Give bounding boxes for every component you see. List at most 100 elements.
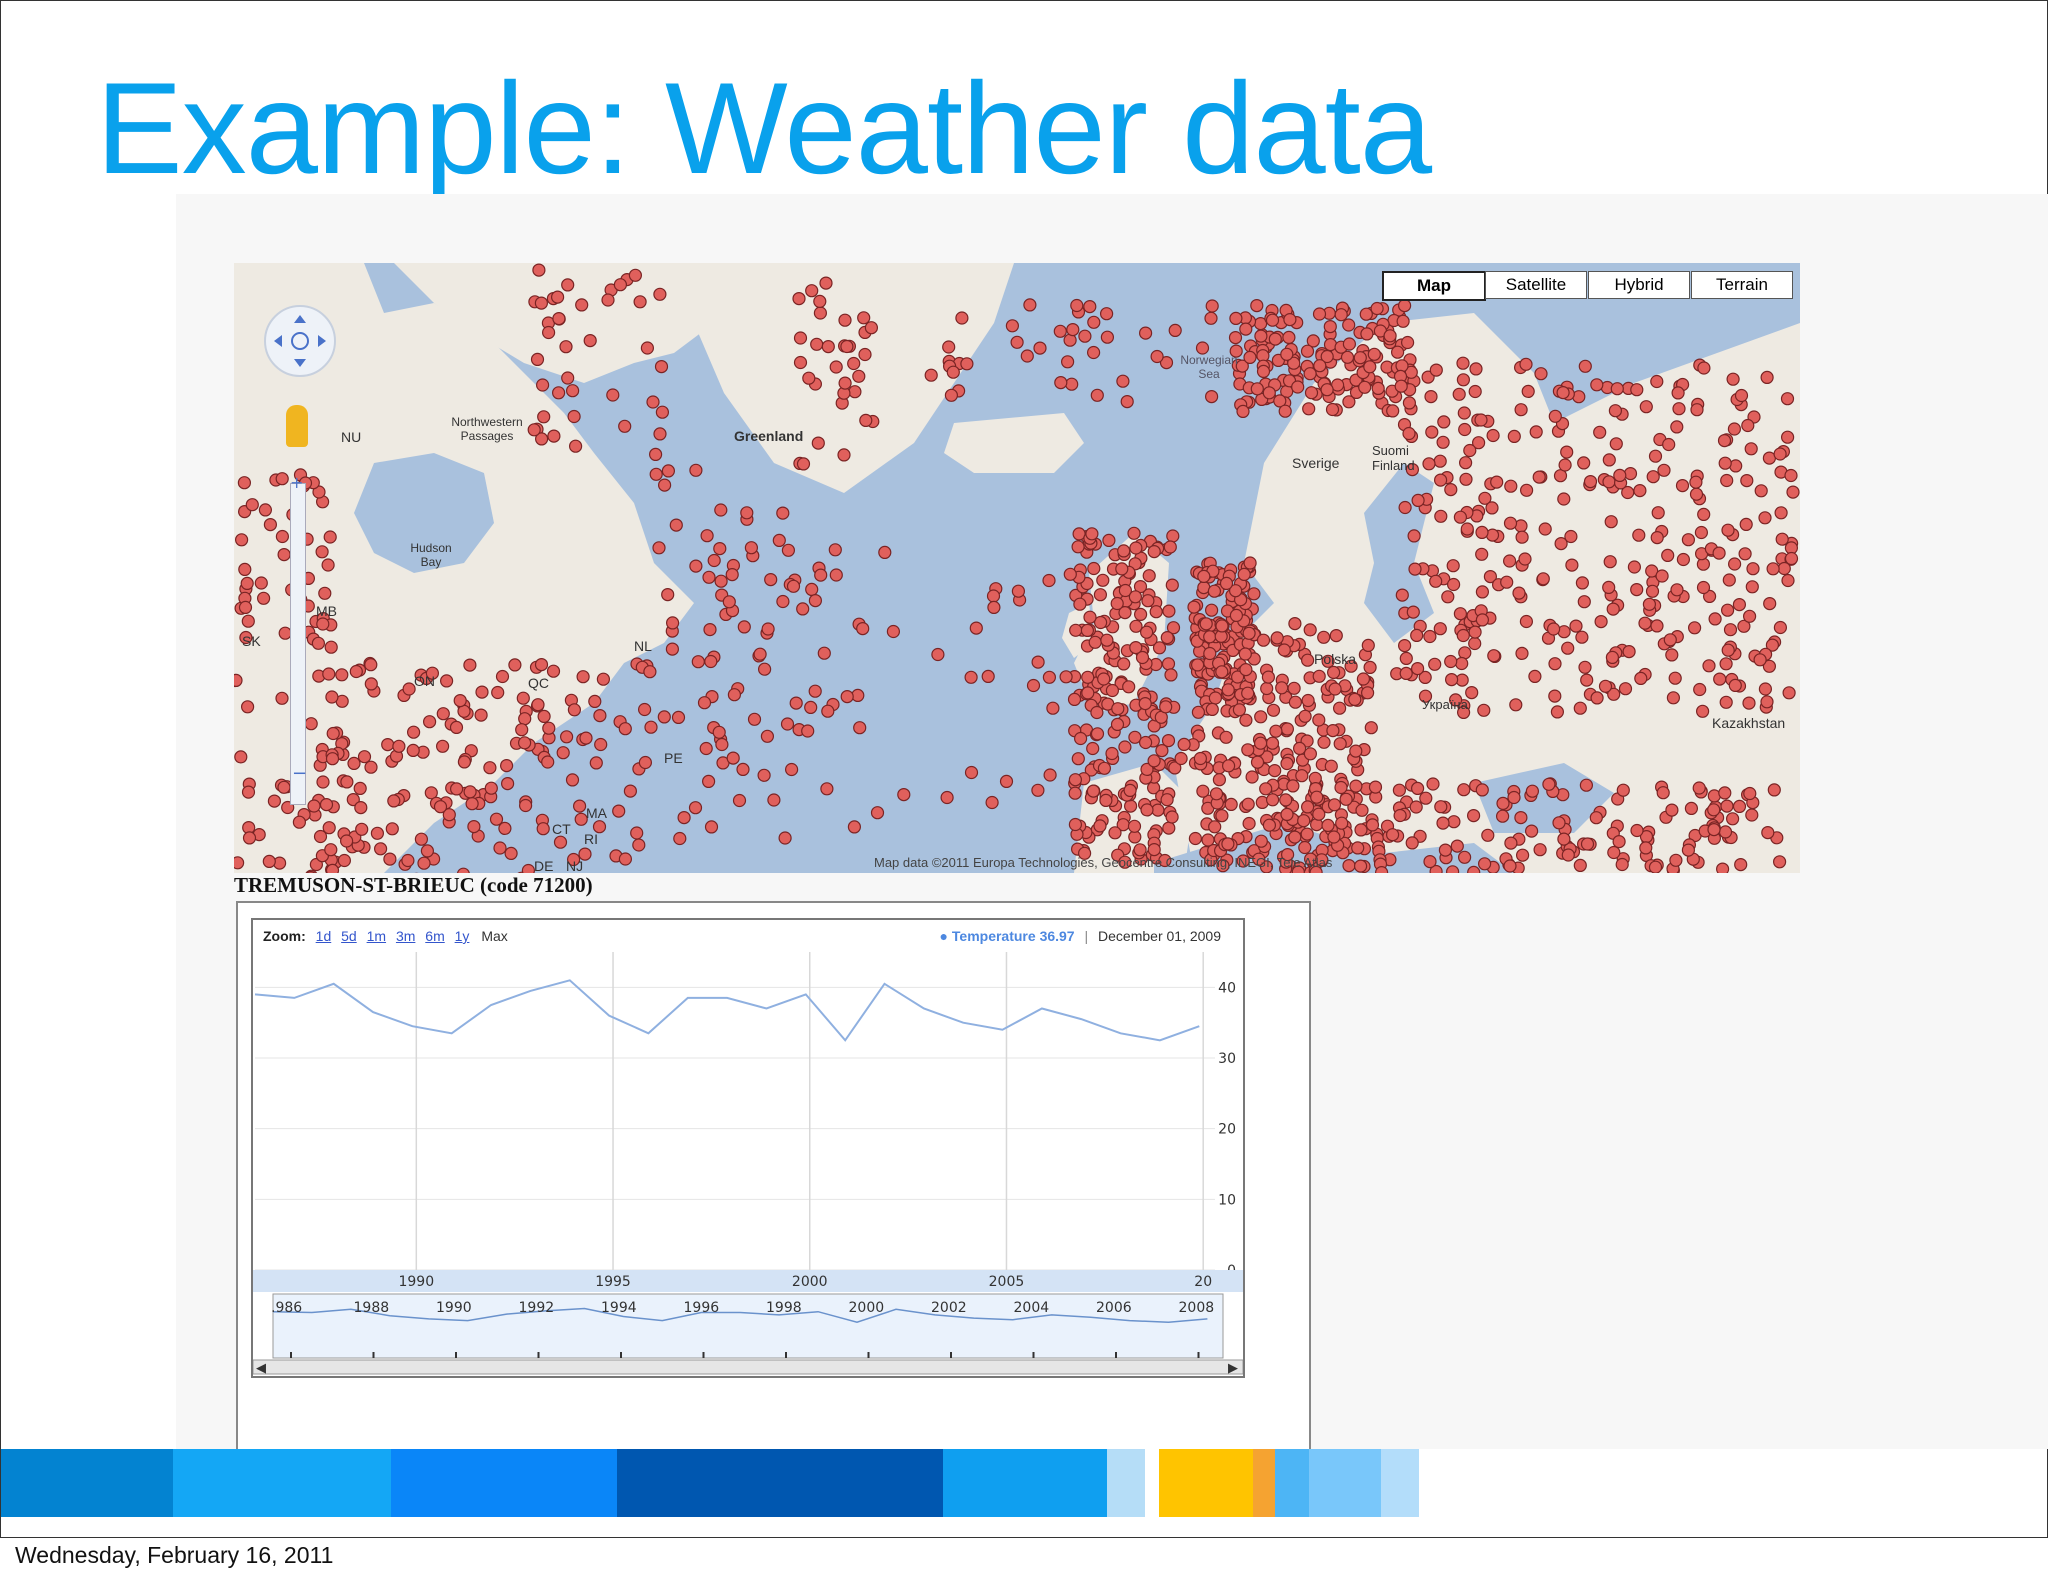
station-marker[interactable]	[1727, 422, 1742, 436]
station-marker[interactable]	[1239, 322, 1253, 336]
station-marker[interactable]	[1324, 759, 1338, 773]
station-marker[interactable]	[588, 694, 602, 708]
station-marker[interactable]	[578, 847, 592, 861]
station-marker[interactable]	[1684, 801, 1699, 816]
station-marker[interactable]	[1066, 322, 1080, 337]
station-marker[interactable]	[335, 668, 349, 682]
station-marker[interactable]	[1353, 859, 1368, 873]
station-marker[interactable]	[1280, 756, 1294, 771]
station-marker[interactable]	[1363, 660, 1377, 674]
station-marker[interactable]	[1754, 484, 1768, 498]
station-marker[interactable]	[1665, 803, 1679, 817]
station-marker[interactable]	[1780, 392, 1795, 406]
station-marker[interactable]	[1083, 299, 1097, 314]
station-marker[interactable]	[1068, 773, 1083, 787]
station-marker[interactable]	[1396, 314, 1410, 328]
station-marker[interactable]	[1721, 523, 1735, 537]
station-marker[interactable]	[736, 762, 750, 776]
station-marker[interactable]	[1548, 657, 1562, 671]
station-marker[interactable]	[467, 819, 481, 834]
station-marker[interactable]	[1344, 659, 1358, 673]
station-marker[interactable]	[537, 709, 551, 723]
station-marker[interactable]	[1410, 781, 1425, 796]
station-marker[interactable]	[1386, 404, 1400, 418]
station-marker[interactable]	[808, 684, 822, 698]
station-marker[interactable]	[1069, 623, 1083, 637]
station-marker[interactable]	[722, 595, 736, 609]
station-marker[interactable]	[267, 794, 282, 808]
station-marker[interactable]	[1444, 654, 1458, 669]
station-marker[interactable]	[1342, 395, 1356, 409]
station-marker[interactable]	[552, 386, 566, 400]
station-marker[interactable]	[1204, 390, 1219, 404]
station-marker[interactable]	[772, 533, 786, 547]
station-marker[interactable]	[322, 667, 336, 681]
map-canvas[interactable]	[234, 263, 1800, 873]
station-marker[interactable]	[1005, 319, 1020, 333]
station-marker[interactable]	[1737, 619, 1751, 633]
station-marker[interactable]	[552, 311, 566, 326]
station-marker[interactable]	[1201, 833, 1215, 847]
station-marker[interactable]	[1020, 349, 1034, 363]
station-marker[interactable]	[1490, 475, 1504, 489]
station-marker[interactable]	[567, 703, 581, 717]
station-marker[interactable]	[810, 337, 824, 351]
station-marker[interactable]	[489, 812, 504, 826]
station-marker[interactable]	[1280, 347, 1294, 361]
station-marker[interactable]	[541, 755, 555, 769]
station-marker[interactable]	[870, 806, 885, 820]
station-marker[interactable]	[638, 755, 652, 770]
station-marker[interactable]	[1150, 349, 1164, 364]
station-marker[interactable]	[353, 781, 367, 796]
station-marker[interactable]	[638, 702, 652, 717]
station-marker[interactable]	[1078, 329, 1092, 343]
station-marker[interactable]	[955, 311, 969, 325]
station-marker[interactable]	[1615, 857, 1629, 872]
station-marker[interactable]	[1197, 569, 1211, 583]
station-marker[interactable]	[1315, 853, 1329, 867]
station-marker[interactable]	[1441, 590, 1455, 604]
station-marker[interactable]	[258, 503, 272, 517]
station-marker[interactable]	[714, 503, 728, 517]
station-marker[interactable]	[618, 852, 632, 866]
station-marker[interactable]	[516, 691, 530, 705]
station-marker[interactable]	[1128, 590, 1143, 604]
station-marker[interactable]	[1203, 646, 1217, 661]
station-marker[interactable]	[1452, 387, 1466, 401]
station-marker[interactable]	[347, 756, 361, 770]
station-marker[interactable]	[420, 844, 434, 858]
station-marker[interactable]	[661, 588, 675, 602]
station-marker[interactable]	[1487, 649, 1501, 663]
station-marker[interactable]	[1718, 456, 1732, 470]
station-marker[interactable]	[1335, 816, 1349, 830]
station-marker[interactable]	[1577, 456, 1591, 470]
station-marker[interactable]	[1356, 672, 1371, 686]
station-marker[interactable]	[1607, 687, 1621, 701]
station-marker[interactable]	[1280, 722, 1295, 736]
station-marker[interactable]	[542, 721, 556, 735]
station-marker[interactable]	[1317, 630, 1331, 644]
station-marker[interactable]	[1436, 816, 1450, 830]
station-marker[interactable]	[1158, 853, 1172, 868]
station-marker[interactable]	[1514, 810, 1528, 825]
station-marker[interactable]	[583, 333, 597, 348]
map-type-satellite-button[interactable]: Satellite	[1485, 271, 1587, 299]
station-marker[interactable]	[1732, 799, 1747, 814]
station-marker[interactable]	[1726, 372, 1740, 386]
station-marker[interactable]	[1773, 620, 1788, 635]
station-marker[interactable]	[1708, 612, 1722, 626]
station-marker[interactable]	[1010, 335, 1024, 349]
station-marker[interactable]	[1120, 395, 1134, 409]
station-marker[interactable]	[1458, 422, 1472, 437]
station-marker[interactable]	[1247, 587, 1261, 601]
station-marker[interactable]	[1719, 657, 1733, 671]
station-marker[interactable]	[575, 298, 589, 312]
station-marker[interactable]	[1054, 375, 1068, 390]
station-marker[interactable]	[277, 548, 291, 562]
station-marker[interactable]	[1786, 485, 1800, 499]
station-marker[interactable]	[764, 573, 778, 587]
station-marker[interactable]	[1365, 818, 1380, 832]
station-marker[interactable]	[856, 622, 870, 636]
station-marker[interactable]	[1623, 467, 1638, 481]
station-marker[interactable]	[1606, 602, 1620, 616]
